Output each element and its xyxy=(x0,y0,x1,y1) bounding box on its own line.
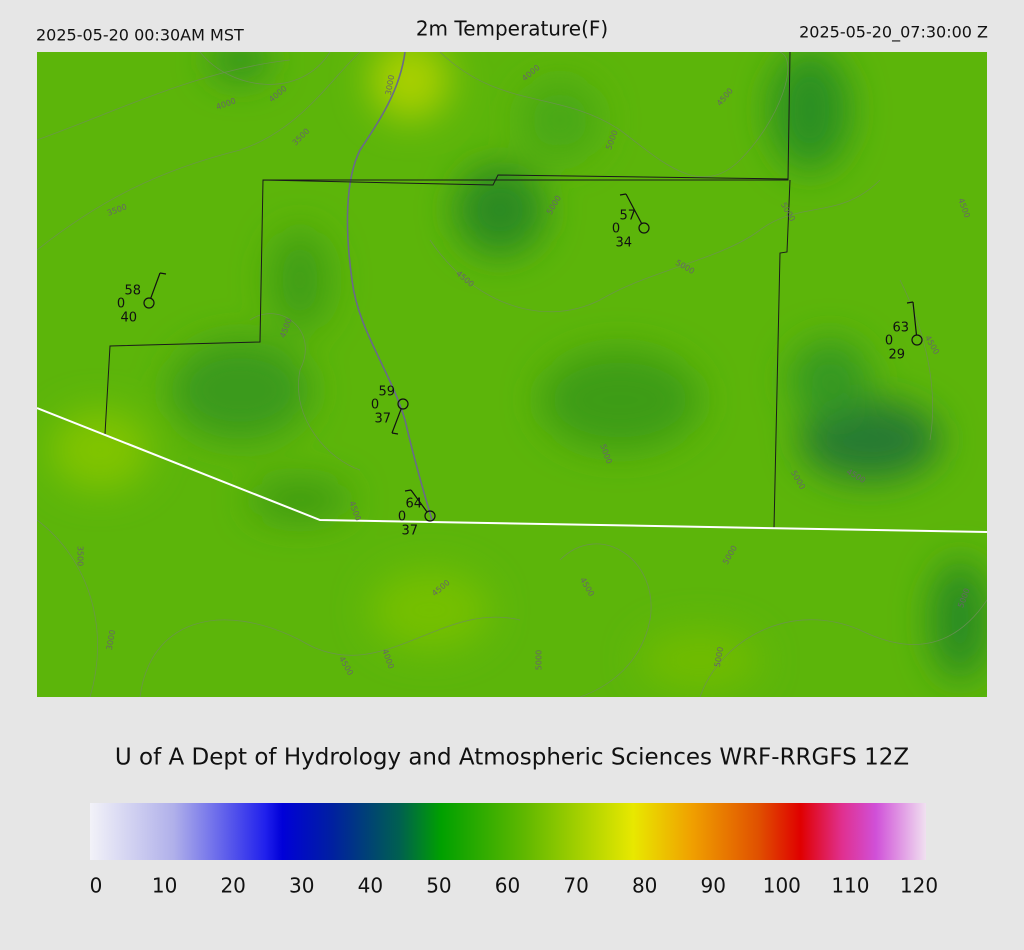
station-circle xyxy=(143,297,155,309)
wind-barb xyxy=(625,193,643,224)
colorbar-tick-label: 70 xyxy=(563,874,588,898)
elevation-contours xyxy=(37,52,987,697)
wind-barb-flag xyxy=(159,272,167,275)
station-dewpoint: 40 xyxy=(120,311,137,326)
contour-label: 5000 xyxy=(535,650,544,670)
colorbar-tick-label: 100 xyxy=(763,874,801,898)
station-circle xyxy=(911,334,923,346)
station-dewpoint: 37 xyxy=(401,524,418,539)
credit: U of A Dept of Hydrology and Atmospheric… xyxy=(115,745,909,771)
station-circle xyxy=(638,222,650,234)
station-circle xyxy=(397,398,409,410)
station-temperature: 58 xyxy=(124,284,141,299)
colorbar-tick-label: 10 xyxy=(152,874,177,898)
wind-barb-flag xyxy=(906,301,914,304)
colorbar-tick-label: 0 xyxy=(90,874,103,898)
colorbar-tick-label: 60 xyxy=(495,874,520,898)
colorbar-tick-label: 120 xyxy=(900,874,938,898)
colorbar-tick-label: 90 xyxy=(701,874,726,898)
station-temperature: 64 xyxy=(405,497,422,512)
station-pressure: 0 xyxy=(885,334,893,349)
county-borders xyxy=(104,52,791,529)
temperature-field xyxy=(50,52,987,690)
station-temperature: 59 xyxy=(378,385,395,400)
station-pressure: 0 xyxy=(398,510,406,525)
map: 4000400035003000400045005000500045005000… xyxy=(37,52,987,697)
contour-label: 5000 xyxy=(713,646,725,668)
station-temperature: 63 xyxy=(892,321,909,336)
colorbar-ticks: 0 10 20 30 40 50 60 70 80 90 100 110 120 xyxy=(90,874,938,898)
contour-label: 3000 xyxy=(105,629,117,651)
wind-barb-flag xyxy=(391,432,399,435)
station-pressure: 0 xyxy=(117,297,125,312)
station-temperature: 57 xyxy=(619,209,636,224)
wind-barb xyxy=(391,408,402,434)
valid-time-utc: 2025-05-20_07:30:00 Z xyxy=(799,23,988,43)
wind-barb-flag xyxy=(404,489,412,492)
colorbar-tick-label: 80 xyxy=(632,874,657,898)
station-dewpoint: 29 xyxy=(888,348,905,363)
colorbar xyxy=(90,803,926,860)
station-pressure: 0 xyxy=(371,398,379,413)
colorbar-tick-label: 30 xyxy=(289,874,314,898)
station-dewpoint: 37 xyxy=(374,412,391,427)
colorbar-tick-label: 50 xyxy=(426,874,451,898)
station-pressure: 0 xyxy=(612,222,620,237)
station-dewpoint: 34 xyxy=(615,236,632,251)
contour-label: 3000 xyxy=(384,74,396,96)
colorbar-tick-label: 110 xyxy=(831,874,869,898)
wind-barb xyxy=(410,489,428,513)
river xyxy=(346,52,433,521)
wind-barb-flag xyxy=(619,193,627,196)
colorbar-tick-label: 20 xyxy=(220,874,245,898)
colorbar-tick-label: 40 xyxy=(358,874,383,898)
station-circle xyxy=(424,510,436,522)
valid-time-local: 2025-05-20 00:30AM MST xyxy=(36,26,244,45)
contour-label: 3500 xyxy=(76,546,85,566)
state-border xyxy=(37,407,987,533)
wind-barb xyxy=(912,301,918,336)
wind-barb xyxy=(150,272,161,299)
map-title: 2m Temperature(F) xyxy=(416,17,608,41)
